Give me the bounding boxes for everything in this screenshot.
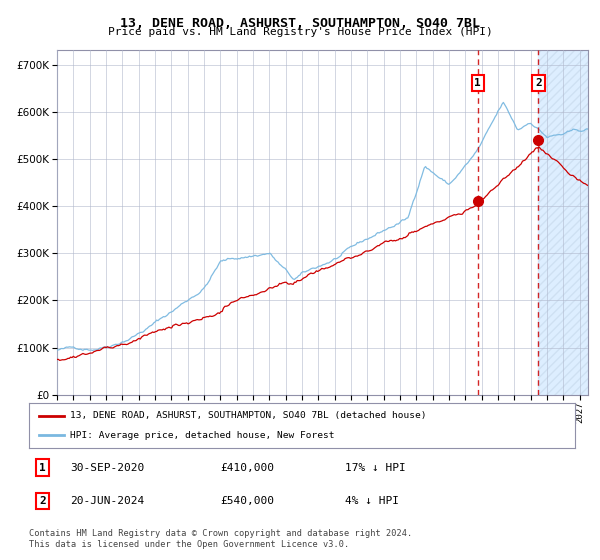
Text: HPI: Average price, detached house, New Forest: HPI: Average price, detached house, New … — [70, 431, 334, 440]
Bar — [538, 50, 588, 395]
Text: £540,000: £540,000 — [220, 496, 274, 506]
Text: 4% ↓ HPI: 4% ↓ HPI — [346, 496, 400, 506]
Text: 2: 2 — [39, 496, 46, 506]
Text: 13, DENE ROAD, ASHURST, SOUTHAMPTON, SO40 7BL: 13, DENE ROAD, ASHURST, SOUTHAMPTON, SO4… — [120, 17, 480, 30]
Text: £410,000: £410,000 — [220, 463, 274, 473]
Text: 20-JUN-2024: 20-JUN-2024 — [70, 496, 144, 506]
Text: Contains HM Land Registry data © Crown copyright and database right 2024.
This d: Contains HM Land Registry data © Crown c… — [29, 529, 412, 549]
Text: 17% ↓ HPI: 17% ↓ HPI — [346, 463, 406, 473]
Text: 1: 1 — [475, 78, 481, 88]
Text: 1: 1 — [39, 463, 46, 473]
Text: 2: 2 — [535, 78, 542, 88]
Bar — [538, 50, 588, 395]
Text: 30-SEP-2020: 30-SEP-2020 — [70, 463, 144, 473]
Text: 13, DENE ROAD, ASHURST, SOUTHAMPTON, SO40 7BL (detached house): 13, DENE ROAD, ASHURST, SOUTHAMPTON, SO4… — [70, 411, 426, 420]
Text: Price paid vs. HM Land Registry's House Price Index (HPI): Price paid vs. HM Land Registry's House … — [107, 27, 493, 37]
